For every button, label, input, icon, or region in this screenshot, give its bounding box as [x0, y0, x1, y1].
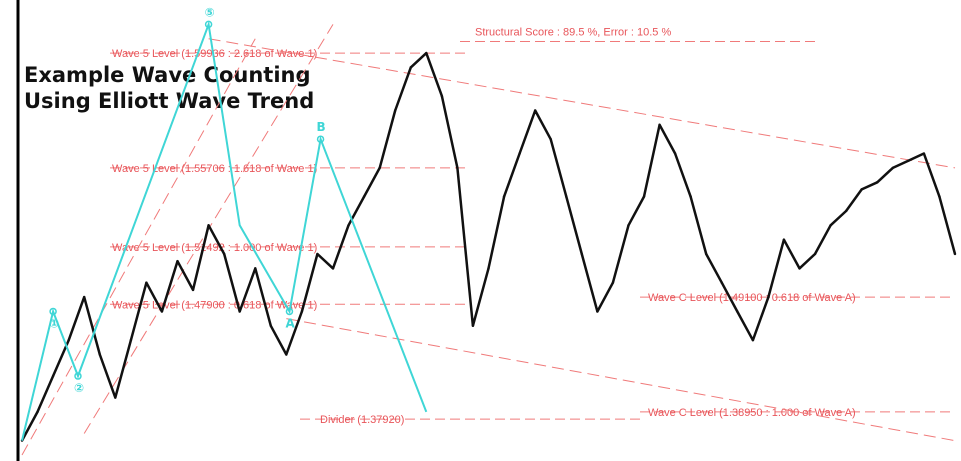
price-point-40: [642, 195, 646, 198]
price-point-56: [891, 166, 894, 170]
price-point-54: [860, 188, 863, 191]
wave-label-5: A: [285, 316, 295, 330]
price-point-32: [518, 152, 521, 155]
price-point-5: [98, 353, 101, 356]
price-point-44: [705, 252, 708, 256]
price-point-14: [238, 310, 241, 313]
price-point-53: [844, 209, 848, 213]
level-label-0: Wave 5 Level (1.59936 : 2.618 of Wave 1): [112, 48, 317, 60]
price-point-51: [813, 252, 817, 256]
chart-title-line-1: Example Wave Counting: [24, 63, 311, 87]
price-point-45: [720, 281, 723, 284]
price-point-16: [269, 324, 272, 328]
price-point-25: [409, 66, 412, 69]
fibonacci-levels-layer: Wave 5 Level (1.59936 : 2.618 of Wave 1)…: [110, 27, 955, 426]
price-point-31: [502, 195, 506, 198]
price-point-18: [300, 310, 304, 313]
price-point-36: [580, 252, 583, 256]
level-label-1: Structural Score : 89.5 %, Error : 10.5 …: [475, 27, 671, 39]
trend-channel-2: [208, 38, 956, 169]
price-point-3: [67, 338, 70, 342]
price-point-30: [487, 267, 490, 270]
price-point-9: [160, 310, 164, 313]
wave-count-line: [21, 20, 428, 441]
wave-label-6: B: [317, 120, 326, 134]
wave-label-1: ①: [49, 316, 59, 330]
price-point-37: [596, 310, 599, 313]
level-label-6: Wave C Level (1.38950 : 1.000 of Wave A): [648, 407, 856, 419]
price-point-22: [362, 195, 366, 198]
price-point-19: [316, 252, 319, 256]
price-point-27: [440, 94, 444, 98]
price-point-49: [782, 238, 786, 241]
price-point-13: [222, 252, 226, 256]
price-point-55: [876, 181, 879, 184]
price-point-4: [83, 295, 86, 299]
price-point-33: [533, 109, 537, 112]
price-point-12: [207, 224, 210, 227]
level-label-2: Wave 5 Level (1.55706 : 1.618 of Wave 1): [112, 163, 317, 175]
price-point-10: [176, 260, 179, 263]
price-point-2: [51, 374, 55, 378]
price-point-38: [611, 281, 615, 284]
price-point-29: [471, 324, 475, 328]
price-point-42: [673, 152, 677, 155]
price-point-57: [907, 159, 910, 162]
price-point-17: [285, 353, 288, 356]
price-point-26: [425, 51, 428, 55]
level-label-3: Wave 5 Level (1.51492 : 1.000 of Wave 1): [112, 242, 317, 254]
price-point-59: [938, 195, 941, 198]
level-label-5: Wave C Level (1.49100 : 0.618 of Wave A): [648, 292, 856, 304]
price-point-11: [191, 288, 195, 292]
price-point-50: [798, 267, 801, 270]
wave-label-3: ⑤: [205, 5, 215, 19]
price-point-6: [114, 396, 117, 399]
price-point-43: [689, 195, 692, 198]
wave-point-3: [204, 20, 213, 29]
price-point-58: [922, 152, 926, 155]
wave-count-layer: ① ② ⑤ A B: [21, 5, 428, 441]
wave-point-1: [49, 307, 57, 316]
price-point-1: [36, 410, 39, 414]
price-point-46: [736, 310, 739, 313]
price-point-15: [254, 267, 257, 270]
price-point-34: [549, 137, 552, 141]
price-point-24: [394, 109, 397, 112]
price-point-60: [953, 252, 957, 256]
wave-point-6: [316, 135, 325, 143]
wave-point-2: [74, 372, 82, 380]
price-point-28: [456, 166, 459, 170]
price-point-48: [767, 295, 770, 299]
price-point-7: [129, 338, 133, 342]
price-point-8: [145, 281, 148, 284]
price-point-23: [378, 166, 381, 170]
price-point-35: [565, 195, 568, 198]
price-point-41: [658, 123, 661, 127]
price-series-layer: [20, 51, 957, 442]
wave-point-5: [285, 307, 294, 316]
level-label-7: Divider (1.37920): [320, 414, 404, 426]
price-point-21: [347, 224, 350, 227]
price-point-20: [331, 267, 335, 270]
wave-label-2: ②: [74, 381, 84, 395]
price-point-39: [627, 224, 630, 227]
chart-title-line-2: Using Elliott Wave Trend: [24, 89, 314, 113]
trend-channel-0: [21, 38, 256, 456]
price-point-52: [829, 224, 832, 227]
price-point-47: [751, 338, 755, 342]
